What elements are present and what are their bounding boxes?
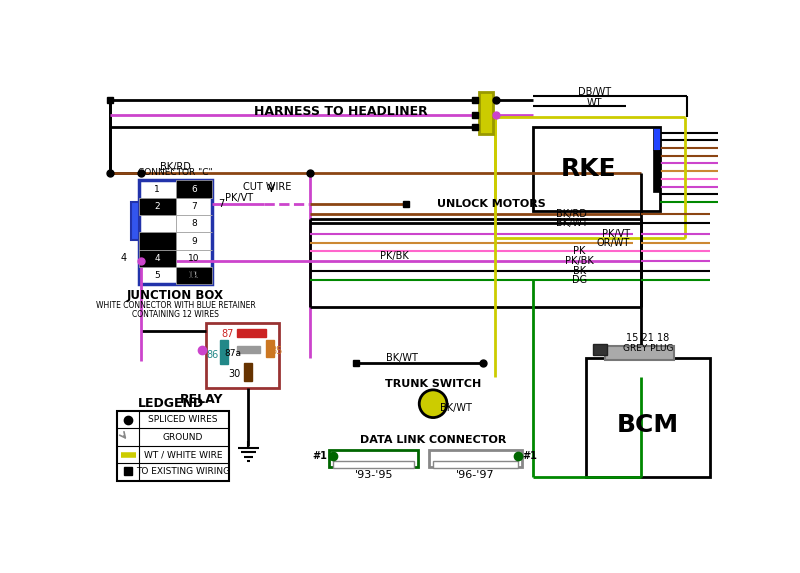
Bar [206,323,279,388]
Text: WHITE CONNECTOR WITH BLUE RETAINER: WHITE CONNECTOR WITH BLUE RETAINER [96,301,255,311]
Text: 86: 86 [206,350,218,360]
Text: PK/BK: PK/BK [565,256,594,266]
Bar [653,128,660,150]
Text: 8: 8 [191,219,197,228]
Bar [586,358,710,477]
Bar [333,461,414,468]
Text: #1: #1 [522,451,537,461]
Text: DB/WT: DB/WT [578,87,611,97]
Bar [139,233,175,250]
Text: OR/WT: OR/WT [597,238,630,248]
Text: '96-'97: '96-'97 [456,470,494,480]
Bar [594,344,607,355]
Text: GREY PLUG: GREY PLUG [622,344,673,353]
Bar [139,180,212,284]
Bar [245,363,252,380]
Text: 10: 10 [188,254,199,263]
Bar [237,346,260,353]
Text: 15 21 18: 15 21 18 [626,333,670,343]
Text: HARNESS TO HEADLINER: HARNESS TO HEADLINER [254,105,427,117]
Bar [479,92,493,134]
Text: LEDGEND: LEDGEND [138,397,204,410]
Text: 11: 11 [188,271,199,280]
Text: TRUNK SWITCH: TRUNK SWITCH [385,379,482,390]
Bar [139,198,175,215]
Text: TO EXISTING WIRING: TO EXISTING WIRING [136,467,230,476]
Text: 3: 3 [154,237,160,246]
Text: RKE: RKE [562,157,617,181]
Bar [237,329,266,337]
Text: PK/BK: PK/BK [380,251,409,261]
Bar [220,340,227,364]
Bar [139,250,175,267]
Text: 85: 85 [270,346,283,356]
Text: JUNCTION BOX: JUNCTION BOX [127,289,224,303]
Text: 7: 7 [218,198,225,209]
Text: 1: 1 [154,185,160,194]
Text: 87: 87 [222,329,234,339]
Text: CONNECTOR "C": CONNECTOR "C" [138,168,213,177]
Text: CUT WIRE: CUT WIRE [243,182,292,191]
Text: DG: DG [572,274,587,285]
Text: BK/WT: BK/WT [556,218,588,227]
Bar [175,267,212,284]
Text: BK/RD: BK/RD [160,162,190,172]
Text: 7: 7 [191,202,197,211]
Text: 6: 6 [191,185,197,194]
Text: 87a: 87a [224,349,242,358]
Text: DATA LINK CONNECTOR: DATA LINK CONNECTOR [360,435,506,445]
Text: BK/WT: BK/WT [440,403,472,413]
Text: WT / WHITE WIRE: WT / WHITE WIRE [144,450,222,459]
Bar [266,340,274,357]
Text: BCM: BCM [617,413,679,437]
Bar [653,150,660,192]
Text: 12: 12 [188,271,199,280]
Text: UNLOCK MOTORS: UNLOCK MOTORS [437,198,546,209]
Text: BK/RD: BK/RD [556,209,587,218]
Circle shape [419,390,447,418]
Text: BK/WT: BK/WT [386,352,418,363]
Text: CONTAINING 12 WIRES: CONTAINING 12 WIRES [132,310,219,319]
Bar [131,202,139,241]
Bar [433,461,518,468]
Text: SPLICED WIRES: SPLICED WIRES [148,415,218,425]
Text: 4: 4 [121,253,126,264]
Text: GROUND: GROUND [162,433,203,442]
Text: PK/VT: PK/VT [226,193,254,203]
Text: WT: WT [587,99,602,108]
Text: '93-'95: '93-'95 [354,470,393,480]
Bar [605,346,674,360]
Text: 30: 30 [228,368,241,379]
Text: BK: BK [573,265,586,276]
Text: PK: PK [574,246,586,256]
Text: RELAY: RELAY [180,393,224,406]
Text: 9: 9 [191,237,197,246]
Bar [175,180,212,198]
Bar [430,450,522,467]
Text: PK/VT: PK/VT [602,229,630,240]
Text: 2: 2 [154,202,160,211]
Bar [118,411,229,481]
Bar [534,127,660,211]
Bar [329,450,418,467]
Text: #1: #1 [313,451,327,461]
Text: 5: 5 [154,271,160,280]
Text: 4: 4 [154,254,160,263]
